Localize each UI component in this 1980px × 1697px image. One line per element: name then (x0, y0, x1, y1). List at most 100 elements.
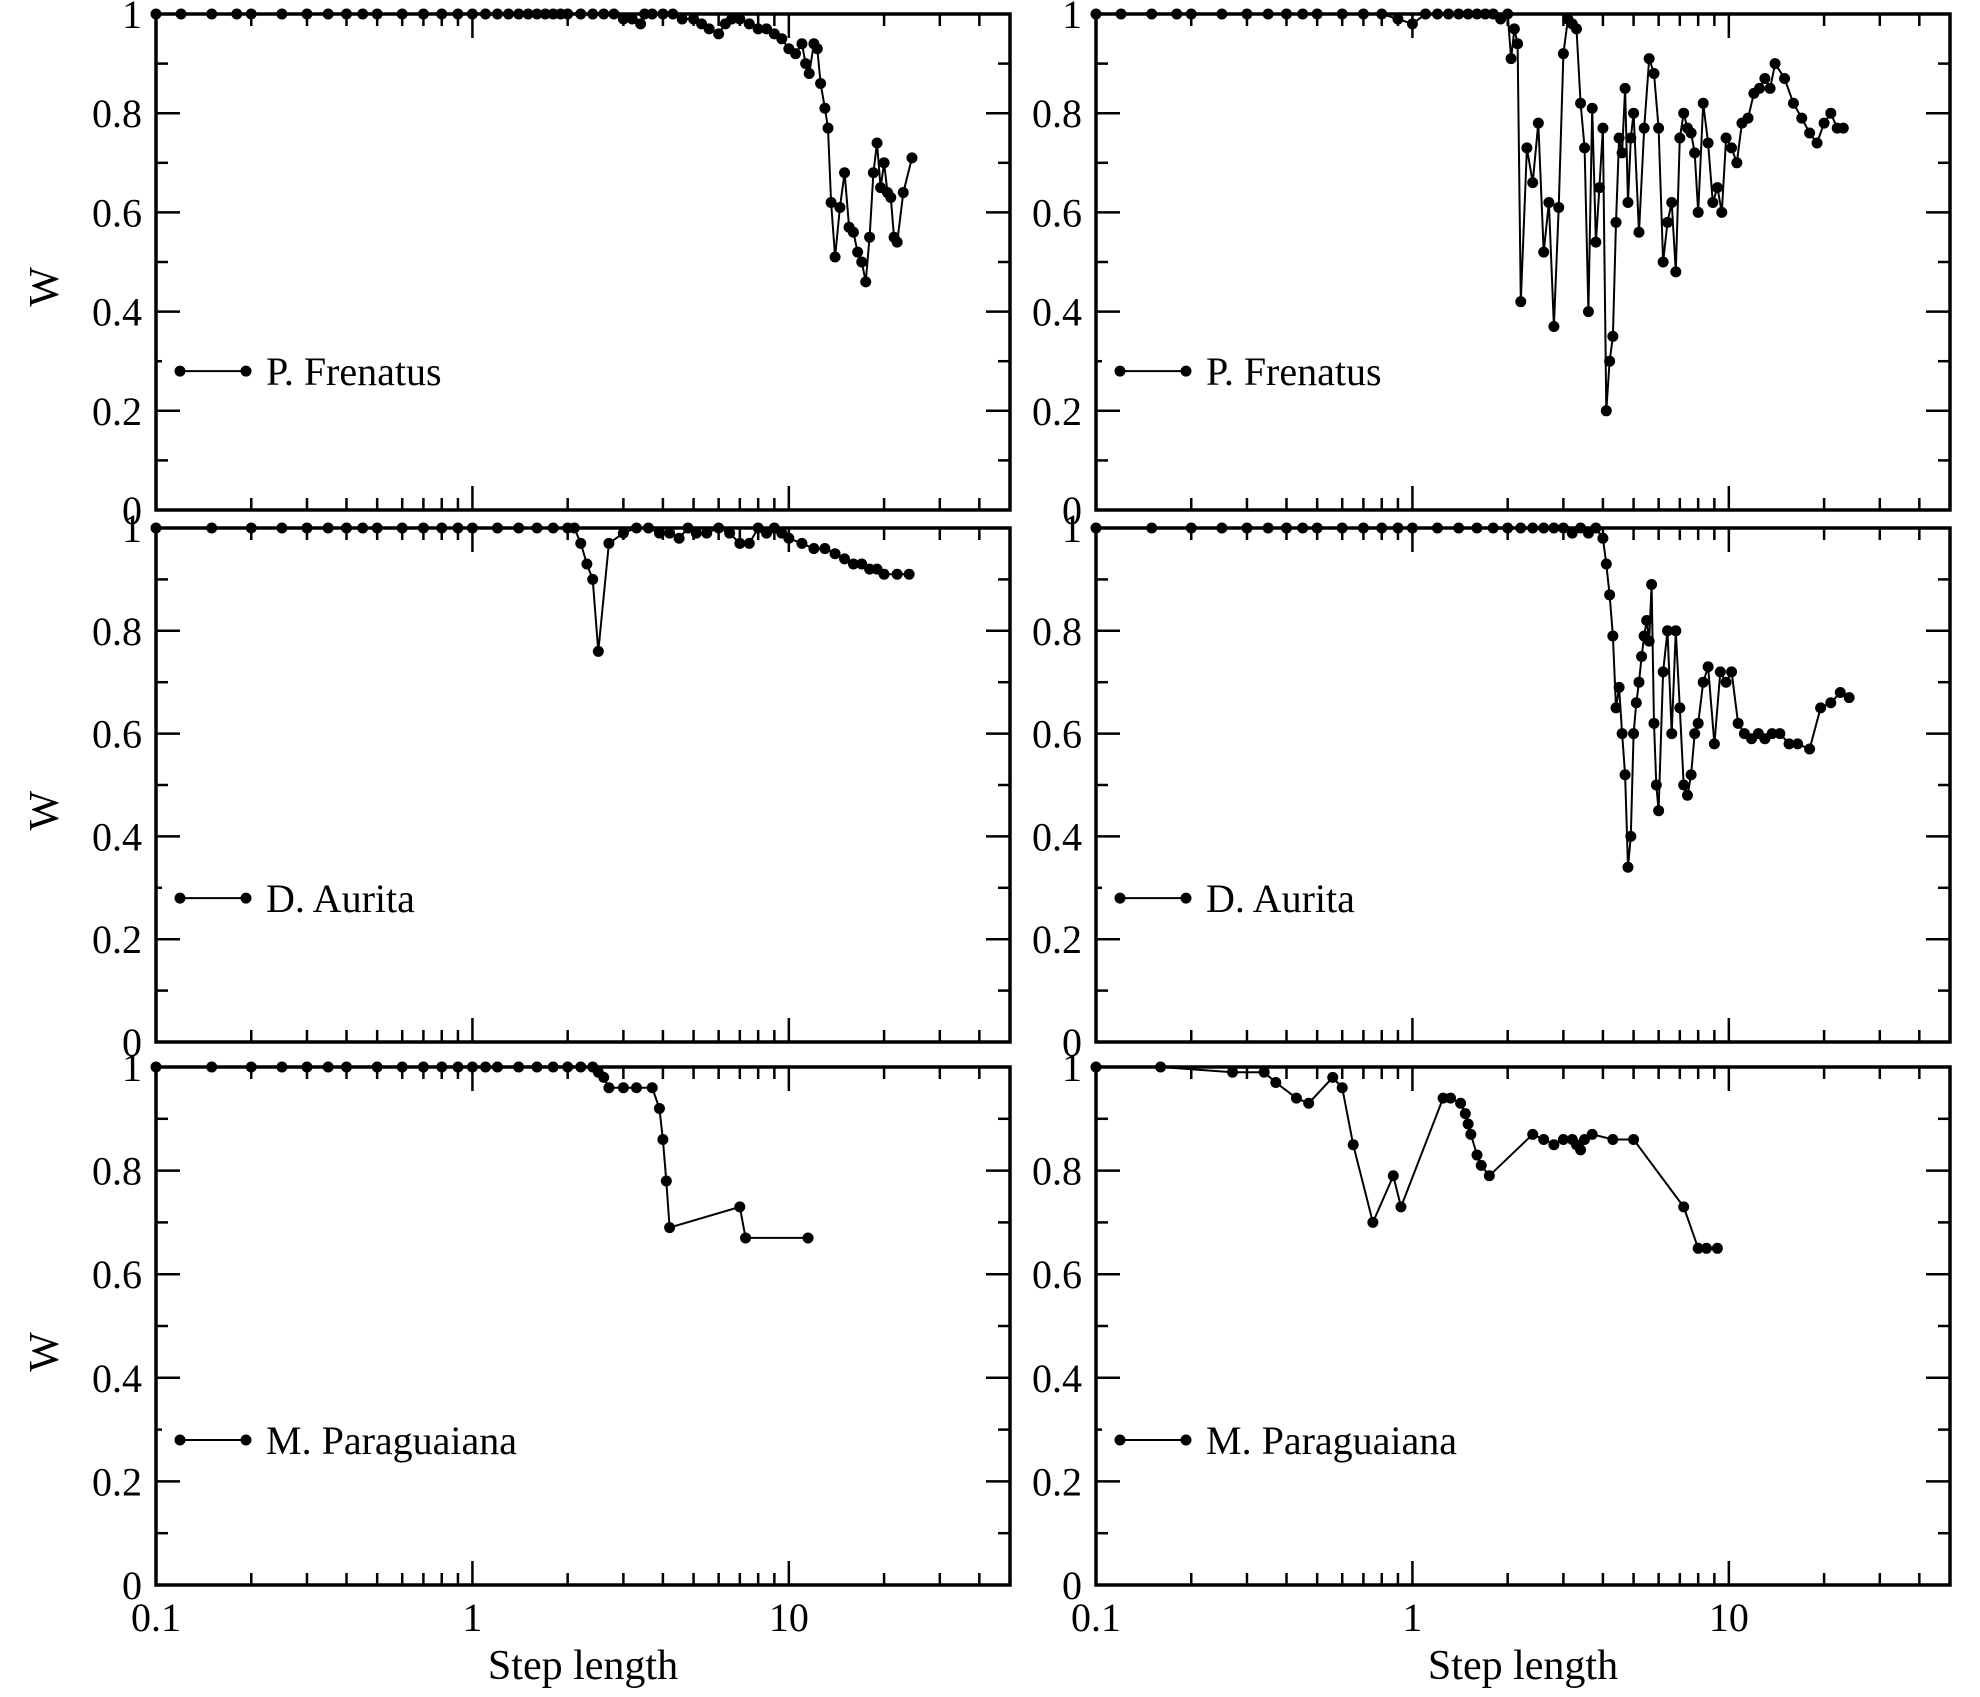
data-point (885, 192, 897, 204)
data-point (829, 548, 841, 560)
y-tick-label: 1 (122, 0, 142, 37)
data-point (1527, 177, 1539, 189)
data-point (1702, 661, 1714, 673)
data-point (1666, 196, 1678, 208)
series-line (156, 526, 910, 652)
data-point (1753, 82, 1765, 94)
data-point (1226, 1066, 1238, 1078)
data-point (1566, 527, 1578, 539)
data-point (1532, 117, 1544, 129)
y-tick-label: 0.2 (92, 389, 142, 434)
y-tick-label: 0 (122, 1020, 142, 1065)
data-point (1732, 717, 1744, 729)
data-point (839, 553, 851, 565)
data-point (1650, 779, 1662, 791)
y-tick-label: 0.4 (92, 1356, 142, 1401)
data-point (847, 226, 859, 238)
data-point (1593, 182, 1605, 194)
data-point (1553, 201, 1565, 213)
y-tick-label: 0.6 (1032, 1252, 1082, 1297)
plot-frame (154, 526, 1012, 1044)
data-point (1633, 226, 1645, 238)
data-point (724, 527, 736, 539)
data-point (1590, 236, 1602, 248)
data-point (1336, 1082, 1348, 1094)
data-point (1607, 1134, 1619, 1146)
data-point (864, 231, 876, 243)
data-point (1759, 72, 1771, 84)
data-point (1625, 830, 1637, 842)
data-point (1692, 717, 1704, 729)
data-point (825, 196, 837, 208)
y-tick-label: 0.4 (92, 814, 142, 859)
legend-marker (174, 1434, 186, 1446)
data-point (701, 527, 713, 539)
data-point (713, 28, 725, 40)
data-point (1670, 625, 1682, 637)
data-point (703, 23, 715, 35)
data-point (1653, 122, 1665, 134)
data-point (761, 527, 773, 539)
data-point (1843, 692, 1855, 704)
data-point (1657, 256, 1669, 268)
y-tick-label: 0.4 (1032, 290, 1082, 335)
data-point (906, 152, 918, 164)
legend-gap (162, 868, 176, 929)
data-point (796, 537, 808, 549)
data-point (587, 573, 599, 585)
data-point (1766, 728, 1778, 740)
data-point (1610, 702, 1622, 714)
data-point (617, 1082, 629, 1094)
y-tick-label: 1 (1062, 506, 1082, 551)
data-point (1674, 132, 1686, 144)
data-point (635, 18, 647, 30)
data-point (1702, 137, 1714, 149)
data-point (617, 527, 629, 539)
data-point (847, 558, 859, 570)
data-point (1303, 1097, 1315, 1109)
data-point (752, 23, 764, 35)
y-tick-label: 0.8 (92, 91, 142, 136)
data-point (1521, 142, 1533, 154)
x-tick-label: 1 (462, 1595, 482, 1640)
y-tick-label: 0.2 (92, 1459, 142, 1504)
data-point (856, 256, 868, 268)
data-point (1600, 405, 1612, 417)
data-point (856, 558, 868, 570)
data-point (1638, 122, 1650, 134)
data-point (690, 527, 702, 539)
data-point (1622, 196, 1634, 208)
panel-bottom-left: 0.1 1 10 0 0.2 0.4 0.6 0.8 1 M. Paraguaiana W Step … (22, 1045, 1012, 1689)
data-point (1604, 355, 1616, 367)
legend-gap (1102, 341, 1116, 402)
data-point (1610, 216, 1622, 228)
data-point (1764, 82, 1776, 94)
data-point (1471, 1149, 1483, 1161)
data-point (1648, 717, 1660, 729)
data-point (1459, 1108, 1471, 1120)
data-point (1538, 1134, 1550, 1146)
data-point (1633, 676, 1645, 688)
data-point (1455, 1097, 1467, 1109)
panel-bottom-right: 0.1 1 10 0 0.2 0.4 0.6 0.8 1 M. Paraguaiana Step l… (1032, 1045, 1952, 1689)
data-point (1613, 681, 1625, 693)
data-point (1657, 666, 1669, 678)
y-tick-label: 0.6 (1032, 712, 1082, 757)
data-point (734, 537, 746, 549)
data-point (1742, 112, 1754, 124)
data-point (1697, 676, 1709, 688)
data-point (740, 1232, 752, 1244)
data-point (1597, 532, 1609, 544)
panel-top-left: 0 0.2 0.4 0.6 0.8 1 P. Frenatus W (22, 0, 1012, 533)
data-point (1622, 861, 1634, 873)
data-point (1811, 137, 1823, 149)
y-tick-label: 0.2 (1032, 917, 1082, 962)
y-tick-label: 1 (1062, 0, 1082, 37)
legend-label: D. Aurita (1206, 876, 1355, 921)
data-point (1548, 1139, 1560, 1151)
y-tick-label: 0 (122, 488, 142, 533)
plot-frame (154, 12, 1012, 512)
data-point (1783, 738, 1795, 750)
series-line (1096, 526, 1850, 868)
data-point (1600, 558, 1612, 570)
